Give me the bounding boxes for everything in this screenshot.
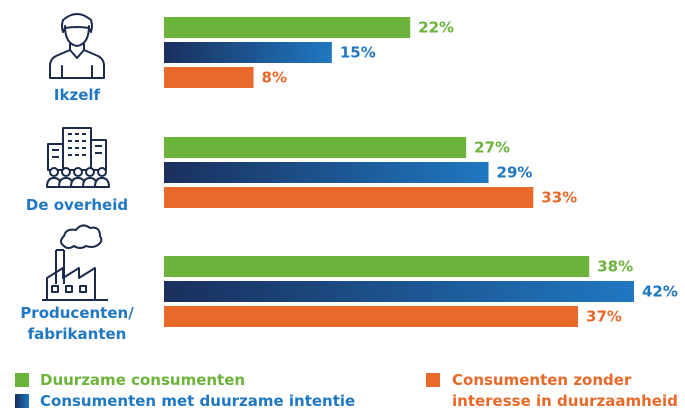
bar-series-2-cat-0: [164, 67, 254, 88]
legend-label: Consumenten zonder interesse in duurzaamh…: [452, 371, 678, 410]
legend-swatch: [426, 373, 440, 387]
value-label: 38%: [597, 258, 633, 276]
bar-series-0-cat-1: [164, 137, 467, 158]
value-label: 37%: [586, 308, 622, 326]
bar-series-2-cat-2: [164, 306, 579, 327]
category-label: De overheid: [26, 196, 128, 214]
category-label: Producenten/fabrikanten: [20, 304, 134, 343]
value-label: 29%: [497, 164, 533, 182]
legend-swatch: [15, 373, 29, 387]
person-icon: [49, 13, 105, 79]
bar-series-1-cat-0: [164, 42, 332, 63]
bar-series-2-cat-1: [164, 187, 534, 208]
bar-series-1-cat-1: [164, 162, 489, 183]
value-label: 42%: [642, 283, 678, 301]
bar-series-1-cat-2: [164, 281, 634, 302]
value-label: 33%: [541, 189, 577, 207]
government-building-icon: [46, 127, 110, 188]
value-label: 22%: [418, 19, 454, 37]
value-label: 8%: [262, 69, 287, 87]
factory-icon: [42, 224, 108, 301]
value-label: 15%: [340, 44, 376, 62]
bar-series-0-cat-0: [164, 17, 411, 38]
legend-label: Consumenten met duurzame intentie: [40, 392, 355, 410]
bar-series-0-cat-2: [164, 256, 590, 277]
value-label: 27%: [474, 139, 510, 157]
category-label: Ikzelf: [54, 86, 101, 104]
legend-swatch: [15, 394, 29, 408]
legend-label: Duurzame consumenten: [40, 371, 245, 389]
